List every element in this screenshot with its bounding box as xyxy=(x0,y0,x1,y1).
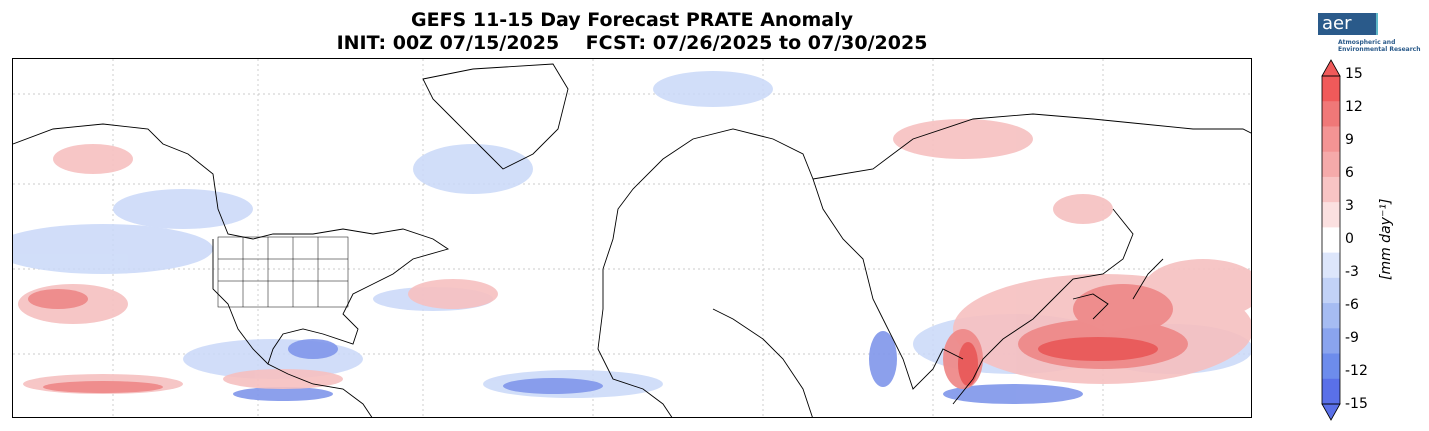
colorbar-extend-top xyxy=(1321,59,1341,77)
colorbar-segment xyxy=(1322,328,1340,355)
colorbar-segment xyxy=(1322,252,1340,279)
aer-logo: aer Atmospheric and Environmental Resear… xyxy=(1316,13,1421,59)
colorbar-title: [mm day⁻¹] xyxy=(1378,198,1394,280)
tick-label: 12 xyxy=(1345,99,1363,115)
colorbar-segment xyxy=(1322,353,1340,380)
colorbar-segment xyxy=(1322,176,1340,203)
tick-label: -3 xyxy=(1345,264,1359,280)
tick-label: -15 xyxy=(1345,396,1368,412)
colorbar-segment xyxy=(1322,126,1340,153)
tick-label: 15 xyxy=(1345,66,1363,82)
colorbar-segment xyxy=(1322,202,1340,228)
colorbar-segment xyxy=(1322,277,1340,304)
colorbar-segment xyxy=(1322,378,1340,405)
logo-subtitle-1: Atmospheric and xyxy=(1338,39,1396,46)
tick-label: -12 xyxy=(1345,363,1368,379)
tick-label: 3 xyxy=(1345,198,1354,214)
colorbar-segment xyxy=(1322,227,1340,254)
logo-subtitle-2: Environmental Research xyxy=(1338,46,1421,53)
colorbar xyxy=(1321,59,1341,421)
map-panel xyxy=(12,58,1252,418)
colorbar-border xyxy=(1321,75,1341,405)
colorbar-segment xyxy=(1322,151,1340,178)
logo-text: aer xyxy=(1318,13,1376,35)
tick-label: 0 xyxy=(1345,231,1354,247)
chart-title: GEFS 11-15 Day Forecast PRATE Anomaly xyxy=(411,9,853,31)
tick-label: 9 xyxy=(1345,132,1354,148)
colorbar-segment xyxy=(1322,76,1340,102)
tick-label: 6 xyxy=(1345,165,1354,181)
tick-label: -9 xyxy=(1345,330,1359,346)
anomaly-map xyxy=(13,59,1251,417)
colorbar-extend-bottom xyxy=(1321,403,1341,421)
chart-subtitle: INIT: 00Z 07/15/2025 FCST: 07/26/2025 to… xyxy=(336,32,928,54)
colorbar-segment xyxy=(1322,101,1340,127)
coastlines xyxy=(13,63,1251,417)
tick-label: -6 xyxy=(1345,297,1359,313)
colorbar-segment xyxy=(1322,303,1340,329)
